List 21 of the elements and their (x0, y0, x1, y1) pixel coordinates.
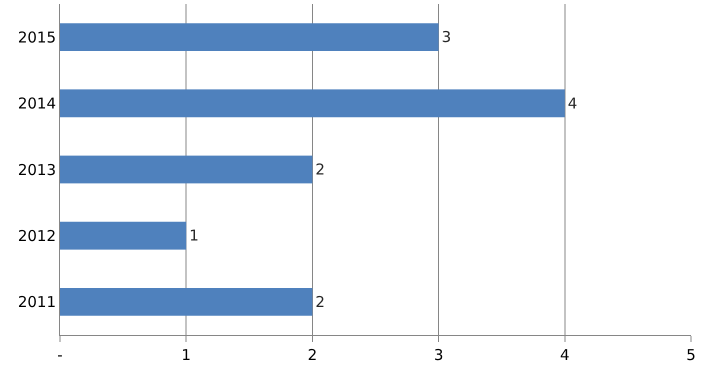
y-tick-label: 2014 (18, 94, 56, 113)
y-tick-label: 2015 (18, 28, 56, 46)
data-label: 4 (568, 94, 578, 112)
x-tick-label: 4 (560, 346, 570, 364)
y-tick-label: 2011 (18, 293, 56, 312)
bar (60, 156, 312, 184)
bar (60, 222, 186, 250)
y-tick-label: 2013 (18, 160, 56, 179)
x-tick-label: - (57, 346, 63, 364)
x-tick-label: 5 (686, 346, 696, 364)
data-label: 2 (315, 160, 325, 178)
data-label: 3 (442, 28, 452, 46)
bar (60, 89, 565, 118)
data-label: 1 (189, 226, 199, 245)
x-tick-label: 1 (181, 346, 191, 364)
x-tick-label: 2 (308, 346, 318, 364)
x-tick-label: 3 (434, 346, 444, 364)
y-tick-label: 2012 (18, 226, 56, 245)
bar (60, 23, 439, 51)
data-label: 2 (315, 292, 325, 311)
bar (60, 288, 312, 316)
